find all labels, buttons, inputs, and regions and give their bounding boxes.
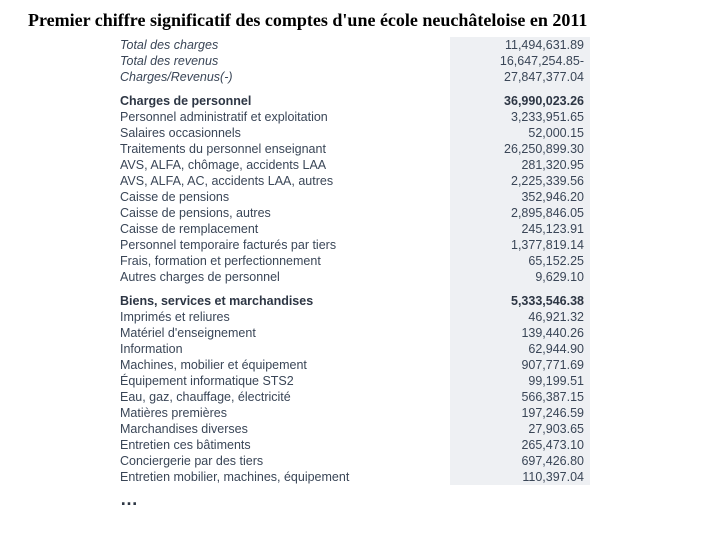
section-header-label: Biens, services et marchandises	[120, 293, 450, 309]
row-value: 27,847,377.04	[450, 69, 590, 85]
row-value: 110,397.04	[450, 469, 590, 485]
table-row: AVS, ALFA, AC, accidents LAA, autres2,22…	[120, 173, 680, 189]
row-label: AVS, ALFA, AC, accidents LAA, autres	[120, 173, 450, 189]
row-value: 65,152.25	[450, 253, 590, 269]
row-label: Matières premières	[120, 405, 450, 421]
summary-row: Total des charges 11,494,631.89	[120, 37, 680, 53]
spacer	[120, 285, 680, 293]
row-label: AVS, ALFA, chômage, accidents LAA	[120, 157, 450, 173]
row-label: Personnel administratif et exploitation	[120, 109, 450, 125]
table-row: Salaires occasionnels52,000.15	[120, 125, 680, 141]
row-label: Charges/Revenus(-)	[120, 69, 450, 85]
table-row: Caisse de remplacement245,123.91	[120, 221, 680, 237]
row-label: Caisse de pensions	[120, 189, 450, 205]
table-row: Matières premières197,246.59	[120, 405, 680, 421]
table-row: Équipement informatique STS299,199.51	[120, 373, 680, 389]
row-label: Information	[120, 341, 450, 357]
row-value: 281,320.95	[450, 157, 590, 173]
table-row: AVS, ALFA, chômage, accidents LAA281,320…	[120, 157, 680, 173]
table-row: Personnel temporaire facturés par tiers1…	[120, 237, 680, 253]
row-value: 3,233,951.65	[450, 109, 590, 125]
row-value: 907,771.69	[450, 357, 590, 373]
row-label: Caisse de remplacement	[120, 221, 450, 237]
row-value: 352,946.20	[450, 189, 590, 205]
section-header-label: Charges de personnel	[120, 93, 450, 109]
section-header-value: 5,333,546.38	[450, 293, 590, 309]
row-value: 52,000.15	[450, 125, 590, 141]
table-row: Conciergerie par des tiers697,426.80	[120, 453, 680, 469]
table-row: Caisse de pensions352,946.20	[120, 189, 680, 205]
row-label: Total des revenus	[120, 53, 450, 69]
row-label: Machines, mobilier et équipement	[120, 357, 450, 373]
table-row: Information62,944.90	[120, 341, 680, 357]
ellipsis: …	[0, 489, 720, 510]
row-label: Entretien mobilier, machines, équipement	[120, 469, 450, 485]
row-label: Traitements du personnel enseignant	[120, 141, 450, 157]
row-label: Total des charges	[120, 37, 450, 53]
row-value: 2,225,339.56	[450, 173, 590, 189]
row-value: 62,944.90	[450, 341, 590, 357]
row-value: 197,246.59	[450, 405, 590, 421]
table-row: Entretien mobilier, machines, équipement…	[120, 469, 680, 485]
section-header: Charges de personnel 36,990,023.26	[120, 93, 680, 109]
row-label: Imprimés et reliures	[120, 309, 450, 325]
row-label: Frais, formation et perfectionnement	[120, 253, 450, 269]
row-value: 2,895,846.05	[450, 205, 590, 221]
row-value: 245,123.91	[450, 221, 590, 237]
section-header: Biens, services et marchandises 5,333,54…	[120, 293, 680, 309]
row-value: 139,440.26	[450, 325, 590, 341]
row-value: 697,426.80	[450, 453, 590, 469]
summary-row: Total des revenus 16,647,254.85-	[120, 53, 680, 69]
row-label: Autres charges de personnel	[120, 269, 450, 285]
row-label: Équipement informatique STS2	[120, 373, 450, 389]
table-row: Entretien ces bâtiments265,473.10	[120, 437, 680, 453]
table-row: Eau, gaz, chauffage, électricité566,387.…	[120, 389, 680, 405]
table-row: Caisse de pensions, autres2,895,846.05	[120, 205, 680, 221]
table-row: Marchandises diverses27,903.65	[120, 421, 680, 437]
row-label: Personnel temporaire facturés par tiers	[120, 237, 450, 253]
row-value: 9,629.10	[450, 269, 590, 285]
row-label: Marchandises diverses	[120, 421, 450, 437]
table-row: Matériel d'enseignement139,440.26	[120, 325, 680, 341]
summary-row: Charges/Revenus(-) 27,847,377.04	[120, 69, 680, 85]
row-value: 566,387.15	[450, 389, 590, 405]
row-value: 11,494,631.89	[450, 37, 590, 53]
row-label: Conciergerie par des tiers	[120, 453, 450, 469]
row-value: 99,199.51	[450, 373, 590, 389]
row-value: 26,250,899.30	[450, 141, 590, 157]
section-header-value: 36,990,023.26	[450, 93, 590, 109]
row-label: Entretien ces bâtiments	[120, 437, 450, 453]
row-value: 27,903.65	[450, 421, 590, 437]
row-label: Caisse de pensions, autres	[120, 205, 450, 221]
table-row: Traitements du personnel enseignant26,25…	[120, 141, 680, 157]
spacer	[120, 85, 680, 93]
table-row: Machines, mobilier et équipement907,771.…	[120, 357, 680, 373]
row-label: Matériel d'enseignement	[120, 325, 450, 341]
row-label: Salaires occasionnels	[120, 125, 450, 141]
row-value: 1,377,819.14	[450, 237, 590, 253]
row-value: 265,473.10	[450, 437, 590, 453]
table-row: Personnel administratif et exploitation3…	[120, 109, 680, 125]
page-title: Premier chiffre significatif des comptes…	[0, 0, 720, 37]
row-label: Eau, gaz, chauffage, électricité	[120, 389, 450, 405]
row-value: 16,647,254.85-	[450, 53, 590, 69]
row-value: 46,921.32	[450, 309, 590, 325]
table-row: Autres charges de personnel9,629.10	[120, 269, 680, 285]
accounts-table: Total des charges 11,494,631.89 Total de…	[0, 37, 720, 485]
table-row: Frais, formation et perfectionnement65,1…	[120, 253, 680, 269]
table-row: Imprimés et reliures46,921.32	[120, 309, 680, 325]
